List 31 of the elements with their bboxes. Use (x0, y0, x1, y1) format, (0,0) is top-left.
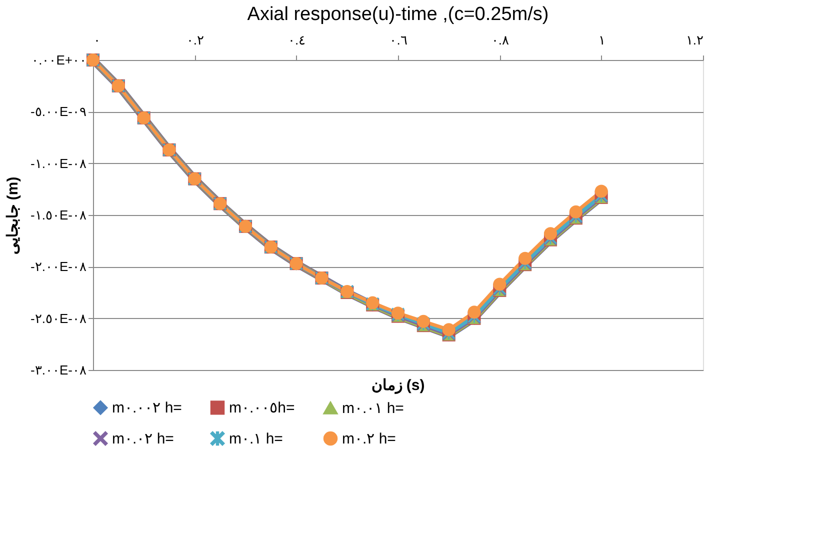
legend-label: m٠.٠٠٢ h= (112, 400, 182, 417)
y-tick-label: -١.٠٠E-٠٨ (30, 156, 86, 171)
y-axis-title: جابجایی (m) (4, 176, 22, 254)
point (594, 184, 608, 198)
x-tick-label: ٠.٨ (491, 32, 509, 48)
legend-label: m٠.٢ h= (342, 430, 396, 448)
x-tick-label: ١.٢ (686, 32, 704, 48)
chart-title: Axial response(u)-time ,(c=0.25m/s) (247, 4, 549, 25)
y-tick-label: -٣.٠٠E-٠٨ (30, 362, 86, 378)
legend-label: m٠.٠١ h= (342, 400, 404, 418)
y-tick-label: -١.٥٠E-٠٨ (30, 208, 86, 222)
point (518, 252, 532, 265)
point (416, 314, 430, 328)
y-tick-label: -٢.٥٠E-٠٨ (30, 310, 86, 326)
point (493, 278, 506, 291)
point (544, 227, 558, 240)
legend-label: m٠.١ h= (229, 430, 284, 448)
legend-label: m٠.٠٢ h= (112, 430, 174, 448)
x-tick-label: ٠.٦ (390, 32, 408, 48)
x-axis-title: زمان (s) (371, 377, 425, 394)
y-tick-label: -٥.٠٠E-٠٩ (30, 104, 86, 120)
x-tick-label: ١ (598, 32, 606, 48)
y-tick-label: ٠.٠٠E+٠٠ (32, 52, 86, 68)
legend-label: m٠.٠٠٥h= (229, 400, 296, 417)
y-tick-label: -٢.٠٠E-٠٨ (30, 259, 86, 274)
x-tick-label: ٠.٢ (186, 32, 204, 48)
point (569, 205, 582, 218)
x-tick-label: ٠ (94, 32, 100, 48)
point (442, 323, 456, 336)
point (468, 306, 481, 319)
x-tick-label: ٠.٤ (288, 32, 306, 48)
